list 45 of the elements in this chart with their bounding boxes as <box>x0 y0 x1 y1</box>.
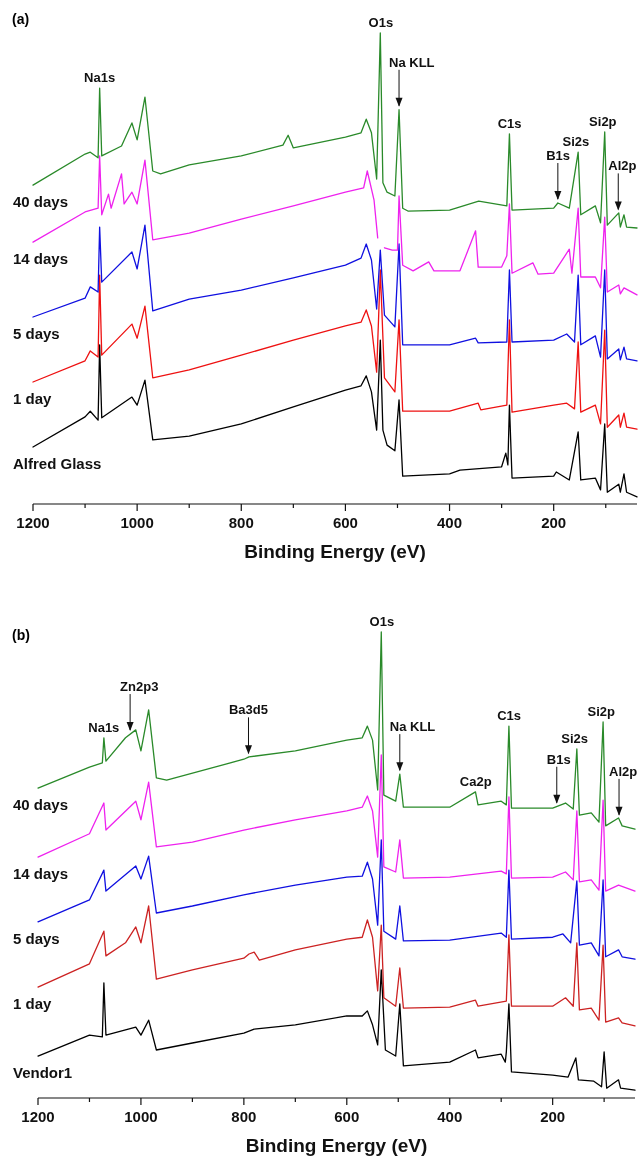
annotation: Si2p <box>587 703 615 719</box>
series-label: 14 days <box>13 250 69 268</box>
annotation: Na KLL <box>389 719 436 735</box>
series-label: 1 day <box>13 390 53 408</box>
annotation: Na1s <box>84 70 116 86</box>
annotation: B1s <box>546 751 571 767</box>
annotation: Ba3d5 <box>228 702 269 718</box>
series-label: 40 days <box>13 796 69 814</box>
x-tick-label: 400 <box>437 514 463 531</box>
series-label: Alfred Glass <box>13 455 102 473</box>
chart-title: (a) <box>12 11 30 27</box>
annotation: Ca2p <box>459 773 492 789</box>
annotation: B1s <box>546 148 571 164</box>
x-tick-label: 600 <box>334 1108 360 1125</box>
x-tick-label: 1200 <box>16 514 50 531</box>
x-tick-label: 1000 <box>124 1108 158 1125</box>
annotation: Si2s <box>562 134 590 150</box>
series-label: 14 days <box>13 865 69 883</box>
x-tick-label: 800 <box>228 514 254 531</box>
x-tick-label: 400 <box>437 1108 463 1125</box>
chart-title: (b) <box>12 627 30 643</box>
x-tick-label: 1000 <box>120 514 154 531</box>
x-tick-label: 600 <box>332 514 358 531</box>
x-axis-title: Binding Energy (eV) <box>244 541 426 562</box>
annotation: C1s <box>497 708 522 724</box>
annotation: Zn2p3 <box>120 679 159 695</box>
x-tick-label: 800 <box>231 1108 257 1125</box>
annotation: Na1s <box>88 719 120 735</box>
annotation: Na KLL <box>389 54 435 70</box>
x-axis-title: Binding Energy (eV) <box>245 1135 428 1156</box>
x-tick-label: 200 <box>540 1108 566 1125</box>
annotation: Si2p <box>589 113 617 129</box>
series-label: 5 days <box>13 929 60 947</box>
annotation: O1s <box>368 15 394 30</box>
series-label: 1 day <box>13 995 53 1013</box>
x-tick-label: 1200 <box>21 1108 55 1125</box>
annotation: Al2p <box>609 763 638 779</box>
series-label: 5 days <box>13 325 60 343</box>
series-label: Vendor1 <box>13 1064 73 1082</box>
annotation: O1s <box>369 614 395 629</box>
annotation: C1s <box>497 115 522 131</box>
annotation: Si2s <box>561 730 588 746</box>
series-label: 40 days <box>13 193 69 211</box>
annotation: Al2p <box>608 158 637 174</box>
x-tick-label: 200 <box>541 514 567 531</box>
